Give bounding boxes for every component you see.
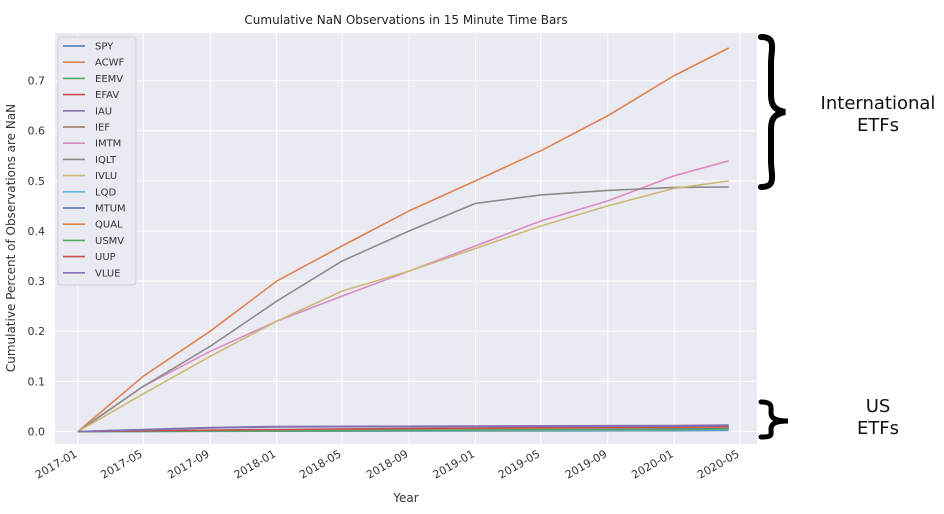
us-brace-icon <box>758 399 789 440</box>
us-annotation: US ETFs <box>758 396 899 440</box>
international-annotation: International ETFs <box>758 34 936 190</box>
x-tick-labels: 2017-01 2017-05 2017-09 2018-01 2018-05 2018-… <box>33 447 742 481</box>
series-line-uup <box>77 425 729 433</box>
x-tick-label: 2019-09 <box>563 447 609 481</box>
legend-label: MTUM <box>95 204 126 215</box>
x-tick-label: 2019-05 <box>496 447 542 481</box>
y-tick-label: 0.7 <box>28 75 46 88</box>
x-tick-label: 2017-01 <box>33 447 79 481</box>
x-tick-label: 2019-01 <box>431 447 477 481</box>
plot-background <box>55 33 757 444</box>
international-label: International <box>821 93 936 114</box>
legend-label: USMV <box>95 236 124 247</box>
y-axis-title: Cumulative Percent of Observations are N… <box>4 104 18 372</box>
chart-title: Cumulative NaN Observations in 15 Minute… <box>244 13 567 27</box>
y-tick-labels: 0.0 0.1 0.2 0.3 0.4 0.5 0.6 0.7 <box>28 75 46 439</box>
legend-label: ACWF <box>95 58 125 69</box>
legend-label: SPY <box>95 42 114 53</box>
series-line-usmv <box>77 428 729 433</box>
y-tick-label: 0.1 <box>28 375 46 388</box>
y-tick-label: 0.3 <box>28 275 46 288</box>
x-tick-label: 2018-09 <box>364 447 410 481</box>
legend-label: UUP <box>95 252 116 263</box>
legend-label: IQLT <box>95 155 117 166</box>
legend: SPY ACWF EEMV EFAV IAU IEF IMTM IQLT IVLU LQD MTUM… <box>57 36 137 286</box>
legend-label: EFAV <box>95 90 119 101</box>
legend-label: QUAL <box>95 220 123 231</box>
legend-entries: SPY ACWF EEMV EFAV IAU IEF IMTM IQLT IVLU LQD MTUM… <box>63 42 126 279</box>
legend-label: IVLU <box>95 171 117 182</box>
x-tick-label: 2018-01 <box>232 447 278 481</box>
legend-label: VLUE <box>95 268 121 279</box>
y-tick-label: 0.5 <box>28 175 46 188</box>
legend-label: EEMV <box>95 74 123 85</box>
x-tick-label: 2020-05 <box>695 447 741 481</box>
series-lines <box>77 47 730 433</box>
gridlines <box>55 33 757 444</box>
series-line-vlue <box>77 424 729 433</box>
y-tick-label: 0.4 <box>28 225 46 238</box>
series-line-ivlu <box>77 180 729 433</box>
us-label: US <box>866 396 891 417</box>
y-tick-label: 0.6 <box>28 125 46 138</box>
legend-label: LQD <box>95 187 116 198</box>
x-tick-label: 2017-05 <box>98 447 144 481</box>
series-line-iqlt <box>77 186 729 433</box>
legend-label: IEF <box>95 123 110 134</box>
legend-label: IMTM <box>95 139 121 150</box>
x-axis-title: Year <box>392 491 418 505</box>
series-line-acwf <box>77 47 730 433</box>
international-brace-icon <box>758 34 786 190</box>
legend-box <box>57 36 137 286</box>
us-label-line2: ETFs <box>857 418 899 439</box>
x-tick-label: 2017-09 <box>165 447 211 481</box>
legend-label: IAU <box>95 106 112 117</box>
x-tick-label: 2020-01 <box>629 447 675 481</box>
y-tick-label: 0.2 <box>28 325 46 338</box>
international-label-line2: ETFs <box>857 115 899 136</box>
y-tick-label: 0.0 <box>28 425 46 438</box>
x-tick-label: 2018-05 <box>297 447 343 481</box>
